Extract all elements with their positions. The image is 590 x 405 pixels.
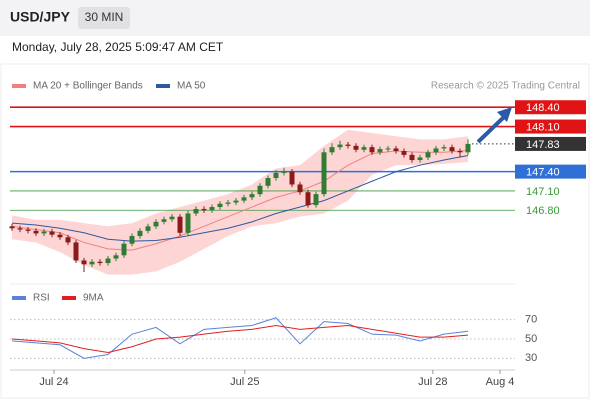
candle-body [81, 260, 87, 265]
candle-body [361, 147, 367, 150]
candle-body [313, 194, 319, 206]
candle-body [233, 200, 239, 203]
timeframe-box[interactable] [78, 7, 130, 29]
legend-swatch [12, 296, 26, 300]
candle-body [49, 231, 55, 235]
timeframe[interactable]: 30 MIN [85, 10, 124, 24]
candle-body [265, 178, 271, 186]
candle-body [169, 216, 175, 220]
level-label: 147.40 [526, 167, 560, 179]
level-box [515, 119, 586, 134]
legend-swatch [156, 84, 170, 88]
y-tick-label: 70 [525, 314, 537, 326]
candle-body [97, 261, 103, 264]
candle-body [241, 197, 247, 201]
level-box [515, 100, 586, 115]
level-label: 148.10 [526, 121, 560, 133]
candle-body [433, 148, 439, 153]
candle-body [177, 216, 183, 233]
candle-body [209, 207, 215, 211]
candle-body [25, 229, 31, 231]
candle-body [9, 226, 15, 229]
legend-label: MA 20 + Bollinger Bands [33, 81, 143, 92]
x-tick-label: Jul 28 [418, 376, 447, 388]
candle-body [329, 147, 335, 153]
candle-body [457, 151, 463, 153]
candle-body [441, 147, 447, 149]
candle-body [425, 152, 431, 158]
bollinger-band [12, 129, 468, 275]
candle-body [153, 221, 159, 227]
charts: 148.40 148.10 147.83 147.40 147.10 146.80 MA 2… [9, 81, 586, 388]
y-tick-label: 50 [525, 333, 537, 345]
candle-body [369, 147, 375, 153]
candle-body [393, 148, 399, 152]
candle-body [137, 230, 143, 236]
candle-body [113, 255, 119, 259]
y-tick-label: 30 [525, 352, 537, 364]
candle-body [377, 149, 383, 153]
candle-body [417, 157, 423, 161]
candle-body [33, 230, 39, 234]
rsi-line [11, 317, 469, 359]
ma-line [11, 149, 469, 251]
legend-swatch [62, 296, 76, 300]
candle-body [297, 184, 303, 193]
candle-body [185, 213, 191, 233]
candle-body [385, 148, 391, 150]
candle-body [145, 226, 151, 231]
candle-body [353, 145, 359, 150]
level-label: 146.80 [526, 205, 560, 217]
candle-body [201, 208, 207, 211]
candle-body [17, 228, 23, 230]
candle-body [105, 258, 111, 264]
candle-body [41, 231, 47, 234]
candle-body [89, 261, 95, 265]
candle-body [449, 147, 455, 152]
candle-body [321, 152, 327, 195]
candle-body [409, 154, 415, 161]
level-label: 147.83 [526, 139, 560, 151]
trend-arrow [476, 114, 507, 144]
x-tick-label: Jul 25 [230, 376, 259, 388]
x-tick-label: Jul 24 [39, 376, 68, 388]
trend-arrow-head [497, 107, 512, 122]
candle-body [249, 194, 255, 198]
candle-body [121, 243, 127, 256]
x-tick-label: Aug 4 [486, 376, 515, 388]
level-box [515, 164, 586, 179]
candle-body [289, 171, 295, 185]
legend-label: MA 50 [177, 81, 206, 92]
candle-body [465, 143, 471, 153]
legend-label: RSI [33, 293, 50, 304]
candle-body [217, 203, 223, 208]
candle-body [225, 202, 231, 204]
level-label: 147.10 [526, 186, 560, 198]
credit: Research © 2025 Trading Central [431, 81, 580, 92]
candle-body [161, 219, 167, 222]
candle-body [65, 237, 71, 243]
symbol: USD/JPY [10, 9, 71, 25]
level-label: 148.40 [526, 102, 560, 114]
ma-line [11, 155, 469, 242]
candle-body [281, 171, 287, 173]
candle-body [73, 242, 79, 261]
legend-swatch [12, 84, 26, 88]
candle-body [401, 151, 407, 155]
date: Monday, July 28, 2025 5:09:47 AM CET [12, 40, 224, 54]
frame [0, 63, 590, 399]
candle-body [345, 144, 351, 146]
candle-body [337, 144, 343, 148]
legend-label: 9MA [83, 293, 104, 304]
candle-body [57, 234, 63, 238]
candle-body [129, 236, 135, 244]
level-box [515, 136, 586, 151]
candle-body [257, 185, 263, 195]
candle-body [193, 208, 199, 214]
candle-body [273, 172, 279, 179]
rsi-line [11, 324, 469, 354]
candle-body [305, 192, 311, 206]
